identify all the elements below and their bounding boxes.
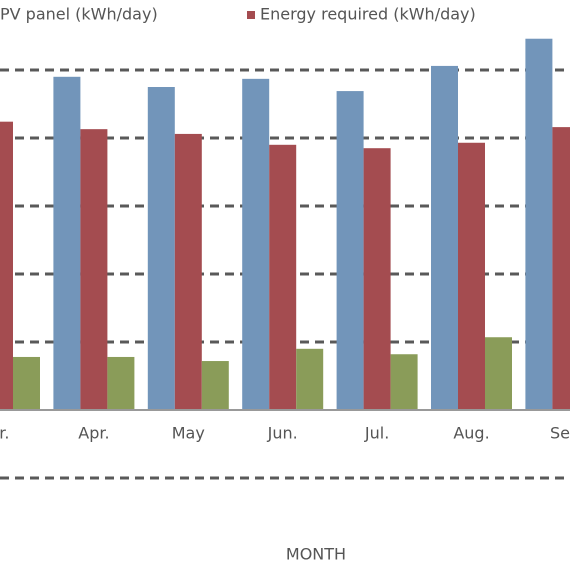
bar	[107, 356, 135, 410]
legend-swatch	[247, 11, 255, 19]
x-tick-label: Sep	[550, 424, 570, 443]
bar	[296, 348, 324, 410]
legend-label: Energy required (kWh/day)	[260, 5, 476, 24]
x-tick-label: ar.	[0, 424, 10, 443]
bar	[0, 121, 13, 411]
bar	[336, 91, 364, 410]
x-axis-label: MONTH	[286, 545, 346, 564]
bar	[363, 148, 391, 410]
bar	[458, 142, 485, 410]
x-tick-label: Aug.	[453, 424, 489, 443]
bar	[174, 133, 202, 411]
x-tick-label: May	[172, 424, 205, 443]
bar	[80, 129, 108, 410]
x-tick-label: Jun.	[267, 424, 298, 443]
bar	[552, 127, 570, 411]
bar	[53, 76, 81, 411]
bar	[269, 144, 297, 411]
bar	[242, 78, 270, 410]
legend-label: PV panel (kWh/day)	[0, 5, 158, 24]
bar	[147, 87, 175, 410]
bar	[13, 356, 40, 410]
x-tick-label: Jul.	[364, 424, 389, 443]
bar	[390, 354, 418, 410]
bar	[201, 361, 229, 410]
bar	[525, 38, 553, 410]
bar	[431, 65, 458, 411]
x-tick-label: Apr.	[78, 424, 109, 443]
bar	[485, 337, 512, 410]
